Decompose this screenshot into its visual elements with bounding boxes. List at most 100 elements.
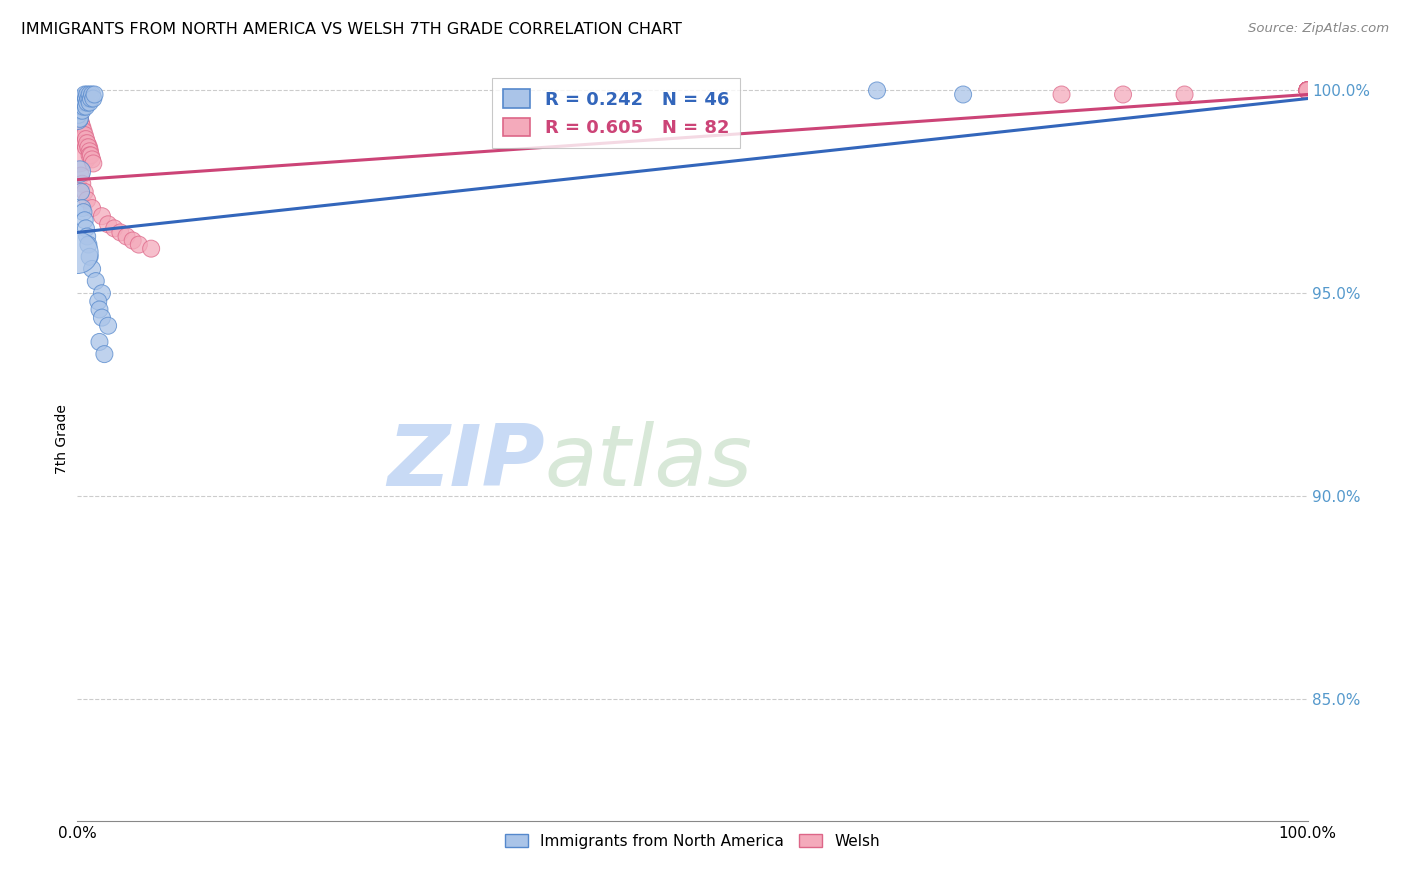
Point [1296,83,1319,97]
Point [67,108,90,122]
Point [66,245,89,260]
Point [128,237,150,252]
Point [76,136,98,151]
Point [76,95,98,110]
Point [1296,83,1319,97]
Point [72,124,94,138]
Point [70,100,93,114]
Point [70,201,93,215]
Point [1296,83,1319,97]
Point [93,347,115,361]
Point [1296,83,1319,97]
Point [79,95,101,110]
Point [1296,83,1319,97]
Point [1296,83,1319,97]
Point [90,286,114,301]
Point [69,120,91,134]
Point [1296,83,1319,97]
Point [1296,83,1319,97]
Point [80,148,103,162]
Point [82,87,104,102]
Point [70,185,93,199]
Point [1296,83,1319,97]
Point [67,112,90,126]
Point [1296,83,1319,97]
Point [87,294,110,309]
Point [1296,83,1319,97]
Text: Source: ZipAtlas.com: Source: ZipAtlas.com [1249,22,1389,36]
Point [73,185,96,199]
Point [82,201,104,215]
Point [70,116,93,130]
Point [79,87,101,102]
Point [90,209,114,223]
Point [82,156,104,170]
Point [110,226,132,240]
Point [1296,83,1319,97]
Point [1296,83,1319,97]
Text: IMMIGRANTS FROM NORTH AMERICA VS WELSH 7TH GRADE CORRELATION CHART: IMMIGRANTS FROM NORTH AMERICA VS WELSH 7… [21,22,682,37]
Point [82,91,104,105]
Point [103,221,125,235]
Point [1296,83,1319,97]
Point [67,124,90,138]
Point [1296,83,1319,97]
Point [97,318,120,333]
Point [72,132,94,146]
Text: ZIP: ZIP [387,421,546,504]
Point [76,87,98,102]
Text: atlas: atlas [546,421,752,504]
Legend: Immigrants from North America, Welsh: Immigrants from North America, Welsh [499,828,886,855]
Point [1296,83,1319,97]
Point [952,87,974,102]
Point [73,128,96,142]
Point [76,193,98,207]
Point [1296,83,1319,97]
Point [72,91,94,105]
Point [70,91,93,105]
Point [80,91,103,105]
Point [1050,87,1073,102]
Point [70,124,93,138]
Point [69,164,91,178]
Point [1296,83,1319,97]
Point [83,87,105,102]
Point [1174,87,1197,102]
Point [1296,83,1319,97]
Point [90,310,114,325]
Point [73,95,96,110]
Point [1296,83,1319,97]
Y-axis label: 7th Grade: 7th Grade [55,404,69,475]
Point [1296,83,1319,97]
Point [141,242,163,256]
Point [69,112,91,126]
Point [1112,87,1135,102]
Point [1296,83,1319,97]
Point [69,112,91,126]
Point [70,103,93,118]
Point [115,229,138,244]
Point [77,237,100,252]
Point [75,132,97,146]
Point [69,103,91,118]
Point [70,169,93,183]
Point [79,250,101,264]
Point [82,261,104,276]
Point [75,91,97,105]
Point [72,100,94,114]
Point [89,334,111,349]
Point [1296,83,1319,97]
Point [1296,83,1319,97]
Point [73,136,96,151]
Point [1296,83,1319,97]
Point [1296,83,1319,97]
Point [1296,83,1319,97]
Point [1296,83,1319,97]
Point [82,153,104,167]
Point [1296,83,1319,97]
Point [70,120,93,134]
Point [1296,83,1319,97]
Point [73,213,96,227]
Point [1296,83,1319,97]
Point [1296,83,1319,97]
